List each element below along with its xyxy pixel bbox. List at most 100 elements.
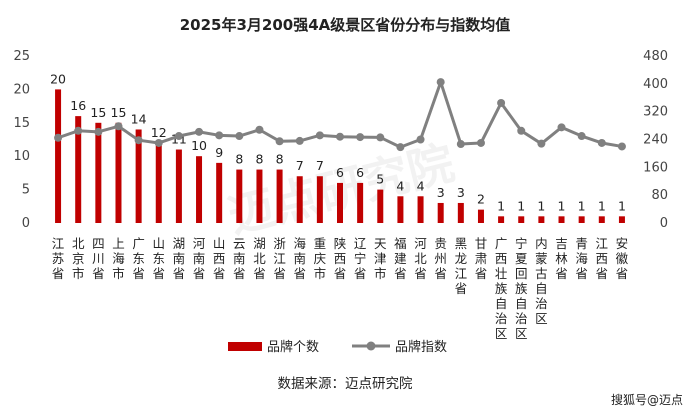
bar-series: [55, 89, 625, 224]
category-label: 青海省: [575, 236, 588, 281]
bar: [296, 176, 303, 223]
right-tick-label: 160: [643, 160, 668, 175]
line-point: [215, 131, 224, 140]
bar-data-label: 15: [111, 105, 127, 120]
bar-data-label: 20: [50, 71, 66, 86]
bar-data-label: 9: [215, 145, 223, 160]
bar-data-label: 6: [356, 165, 364, 180]
bar: [316, 176, 323, 223]
left-tick-label: 10: [13, 149, 30, 164]
category-label: 广西壮族自治区: [495, 236, 508, 341]
category-label: 上海市: [112, 236, 125, 281]
right-tick-label: 320: [643, 105, 668, 120]
line-point: [174, 132, 183, 141]
bar-data-label: 1: [517, 198, 525, 213]
bar-data-label: 1: [558, 198, 566, 213]
bar: [115, 122, 122, 223]
category-label: 江西省: [596, 236, 609, 281]
bar: [377, 189, 384, 223]
chart-title: 2025年3月200强4A级景区省份分布与指数均值: [180, 16, 511, 34]
legend-line-marker: [366, 341, 376, 351]
line-point: [336, 132, 344, 141]
bar: [135, 129, 142, 223]
right-tick-label: 240: [643, 133, 668, 148]
bar-data-label: 7: [316, 158, 324, 173]
category-label: 陕西省: [334, 236, 347, 281]
category-labels: 江苏省北京市四川省上海市广东省山东省湖南省河南省山西省云南省湖北省浙江省海南省重…: [52, 236, 629, 341]
line-point: [94, 127, 103, 136]
category-label: 贵州省: [434, 236, 447, 281]
bar: [337, 182, 343, 223]
left-tick-label: 25: [13, 49, 30, 64]
line-point: [617, 142, 626, 151]
bar-data-label: 1: [497, 198, 505, 213]
bar-data-label: 7: [296, 158, 304, 173]
category-label: 宁夏回族自治区: [515, 236, 528, 341]
bar: [397, 196, 404, 223]
category-label: 浙江省: [273, 236, 286, 281]
legend-line-label: 品牌指数: [395, 339, 447, 355]
category-label: 湖北省: [253, 236, 266, 281]
line-point: [114, 122, 123, 131]
bar: [558, 216, 565, 223]
line-point: [577, 132, 586, 141]
category-label: 天津市: [374, 236, 387, 281]
category-label: 黑龙江省: [455, 236, 468, 296]
bar: [175, 149, 182, 223]
line-point: [517, 126, 526, 135]
line-point: [537, 139, 546, 148]
legend: 品牌个数 品牌指数: [228, 339, 447, 355]
bar: [437, 202, 444, 223]
bar: [598, 216, 605, 223]
bar: [578, 216, 585, 223]
bar-data-label: 2: [477, 192, 485, 207]
line-point: [356, 133, 365, 142]
line-point: [255, 125, 264, 134]
line-point: [376, 133, 385, 142]
line-point: [476, 138, 485, 147]
category-label: 湖南省: [173, 236, 186, 281]
line-series: [54, 78, 626, 152]
line-point: [134, 136, 143, 145]
bar-data-label: 1: [578, 198, 586, 213]
bar: [477, 209, 484, 223]
category-label: 安徽省: [616, 236, 629, 281]
bar: [196, 156, 203, 223]
bar: [276, 169, 283, 223]
line-point: [235, 132, 244, 141]
bar-data-label: 14: [131, 111, 147, 126]
line-point: [497, 98, 506, 107]
left-axis: 0 5 10 15 20 25: [13, 49, 30, 231]
category-label: 北京市: [72, 236, 85, 281]
bar-data-label: 1: [618, 198, 626, 213]
bar-data-label: 8: [235, 152, 243, 167]
category-label: 甘肃省: [475, 236, 488, 281]
bar: [357, 182, 364, 223]
bar: [75, 116, 82, 223]
bar: [216, 162, 223, 223]
bar: [417, 196, 424, 223]
category-label: 内蒙古自治区: [535, 236, 548, 326]
bar: [236, 169, 243, 223]
bar-data-label: 8: [276, 152, 284, 167]
category-label: 江苏省: [52, 236, 65, 281]
line-point: [295, 136, 304, 145]
line-point: [557, 123, 566, 132]
line-point: [154, 138, 163, 147]
left-tick-label: 5: [22, 183, 30, 198]
bar-data-label: 15: [90, 105, 106, 120]
bar: [55, 89, 62, 224]
bar: [155, 142, 162, 223]
bar-data-label: 3: [437, 185, 445, 200]
bar-data-label: 4: [396, 178, 404, 193]
bar: [618, 216, 625, 223]
right-tick-label: 80: [651, 188, 668, 203]
category-label: 山东省: [153, 236, 166, 281]
bar-data-label: 10: [191, 138, 207, 153]
bar-data-label: 8: [255, 152, 263, 167]
line-point: [416, 135, 425, 144]
watermark-text: 搜狐号@迈点: [611, 392, 683, 407]
bar-data-label: 4: [417, 178, 425, 193]
